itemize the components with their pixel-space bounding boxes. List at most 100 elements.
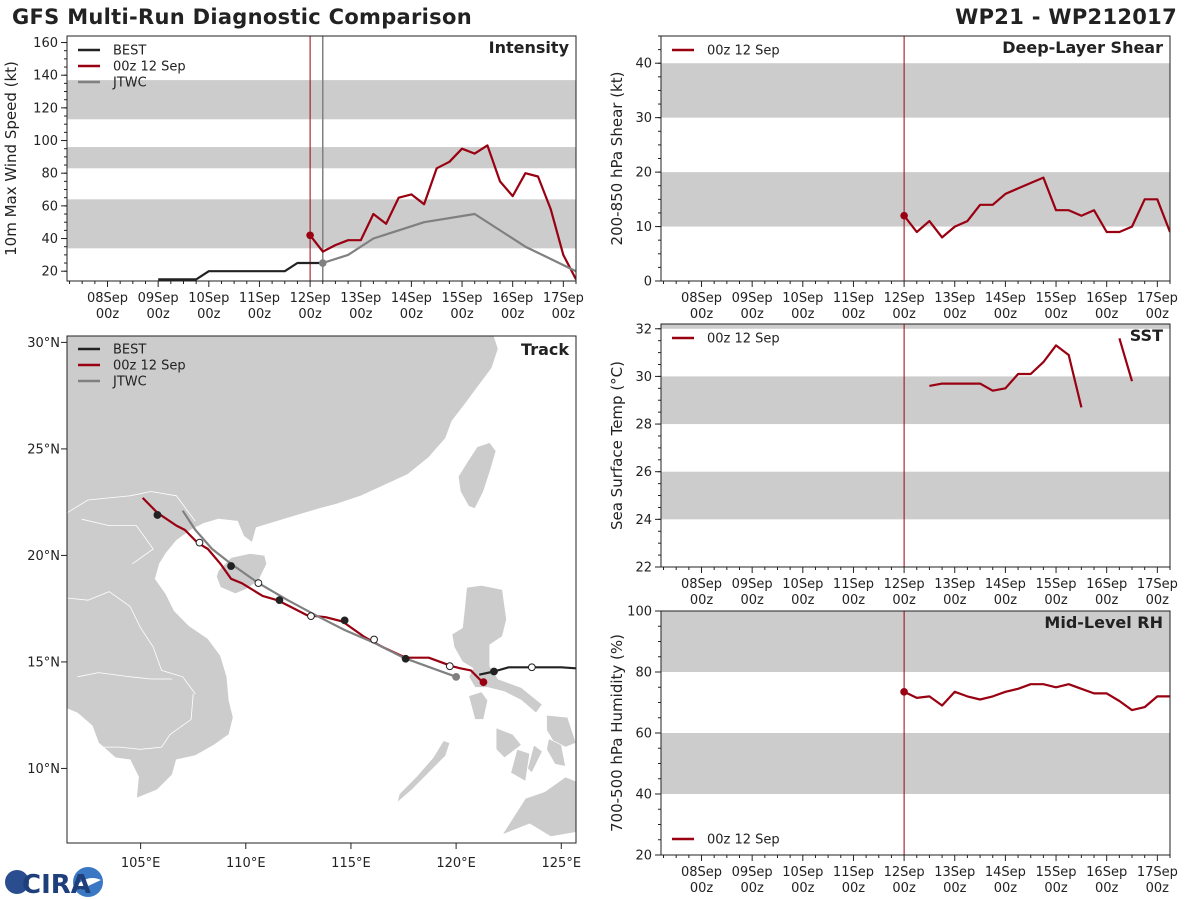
intensity-xtick-hour: 00z [298,307,322,322]
track-title: Track [521,340,569,359]
shear-xtick-hour: 00z [892,307,916,322]
rh-xtick-hour: 00z [943,881,967,896]
rh-xtick-hour: 00z [892,881,916,896]
sst-xtick-hour: 00z [943,593,967,608]
shear-xtick-day: 17Sep [1137,291,1178,306]
land-panay [495,727,522,759]
intensity-xtick-hour: 00z [501,307,525,322]
shear-xtick-hour: 00z [842,307,866,322]
rh-legend-label: 00z 12 Sep [707,833,780,848]
rh-xtick-day: 13Sep [934,865,975,880]
land-cebu [527,744,543,774]
rh-series-line-0 [903,683,1170,712]
rh-xtick-day: 08Sep [681,865,722,880]
track-point [254,579,263,588]
intensity-series-line-2 [322,212,576,273]
rh-series-group [900,683,1170,712]
shear-ylabel: 200-850 hPa Shear (kt) [608,72,626,246]
track-lat-label: 30°N [27,336,60,351]
intensity-xtick-hour: 00z [96,307,120,322]
shear-series-start-point-0 [900,211,908,220]
track-legend-label: 00z 12 Sep [113,359,186,374]
track-panel: 105°E 110°E 115°E 120°E 125°E 10°N 15°N 20°N 25°… [27,335,581,871]
shear-xtick-hour: 00z [994,307,1018,322]
land-leyte [546,738,566,767]
sst-xtick-hour: 00z [1146,593,1170,608]
rh-xtick-hour: 00z [1044,881,1068,896]
sst-xtick-hour: 00z [892,593,916,608]
track-point [307,612,315,621]
page-title: GFS Multi-Run Diagnostic Comparison [12,5,472,29]
intensity-ytick-label: 120 [33,101,58,116]
shear-xtick-day: 10Sep [782,291,823,306]
sst-ytick-label: 22 [635,561,652,576]
land-border-1 [67,591,196,695]
shear-panel: 01020304008Sep00z09Sep00z10Sep00z11Sep00… [608,35,1178,322]
track-land-group [67,336,576,837]
rh-series-start-point-0 [900,688,908,696]
intensity-band-0 [67,199,576,249]
land-mindanao [501,776,576,837]
shear-xtick-day: 08Sep [681,291,722,306]
intensity-ytick-label: 40 [41,232,58,247]
intensity-legend-label: JTWC [112,76,147,91]
shear-xtick-hour: 00z [1146,307,1170,322]
logo-swoosh-icon [76,878,101,890]
rh-ylabel: 700-500 hPa Humidity (%) [608,634,626,832]
intensity-xtick-day: 16Sep [492,291,533,306]
track-lat-label: 20°N [27,549,60,564]
sst-xtick-hour: 00z [1044,593,1068,608]
rh-xtick-day: 14Sep [985,865,1026,880]
track-line-00z-12-sep [141,497,485,684]
shear-xtick-day: 13Sep [934,291,975,306]
rh-ytick-label: 100 [627,605,652,620]
sst-xtick-day: 14Sep [985,577,1026,592]
rh-title: Mid-Level RH [1044,613,1163,632]
shear-series-line-0 [903,176,1170,239]
intensity-series-start-point-1 [306,231,314,240]
land-negros [510,748,531,782]
shear-xtick-hour: 00z [943,307,967,322]
intensity-ytick-label: 80 [41,167,58,182]
shear-xtick-hour: 00z [1095,307,1119,322]
intensity-xtick-day: 12Sep [290,291,331,306]
track-lon-label: 105°E [121,856,161,871]
sst-xtick-day: 17Sep [1137,577,1178,592]
shear-series-group [900,176,1170,239]
intensity-ytick-label: 140 [33,69,58,84]
track-lon-label: 115°E [331,856,371,871]
land-mainland-asia [67,336,499,799]
sst-xtick-day: 13Sep [934,577,975,592]
sst-xtick-hour: 00z [994,593,1018,608]
sst-xtick-hour: 00z [791,593,815,608]
intensity-xtick-hour: 00z [400,307,424,322]
rh-ytick-label: 40 [635,788,652,803]
intensity-xtick-hour: 00z [349,307,373,322]
track-legend-label: JTWC [112,375,147,390]
intensity-xtick-hour: 00z [146,307,170,322]
sst-legend-label: 00z 12 Sep [707,332,780,347]
track-point [401,654,410,663]
intensity-band-2 [67,80,576,120]
intensity-panel: 2040608010012014016008Sep00z09Sep00z10Se… [2,35,584,322]
sst-band-1 [661,376,1170,425]
rh-xtick-hour: 00z [1146,881,1170,896]
shear-xtick-day: 09Sep [732,291,773,306]
sst-panel: 22242628303208Sep00z09Sep00z10Sep00z11Se… [608,322,1178,608]
rh-xtick-day: 11Sep [833,865,874,880]
shear-xtick-day: 15Sep [1036,291,1077,306]
rh-xtick-day: 17Sep [1137,865,1178,880]
track-point [340,616,349,625]
intensity-xtick-day: 17Sep [543,291,584,306]
sst-ytick-label: 26 [635,465,652,480]
intensity-frame [66,35,577,282]
track-point [490,667,498,676]
land-mindoro [468,691,489,720]
rh-panel: 2040608010008Sep00z09Sep00z10Sep00z11Sep… [608,605,1178,897]
land-luzon [451,584,543,714]
track-lines-group [141,497,576,687]
shear-ytick-label: 20 [635,166,652,181]
sst-xtick-day: 16Sep [1086,577,1127,592]
sst-xtick-day: 10Sep [782,577,823,592]
